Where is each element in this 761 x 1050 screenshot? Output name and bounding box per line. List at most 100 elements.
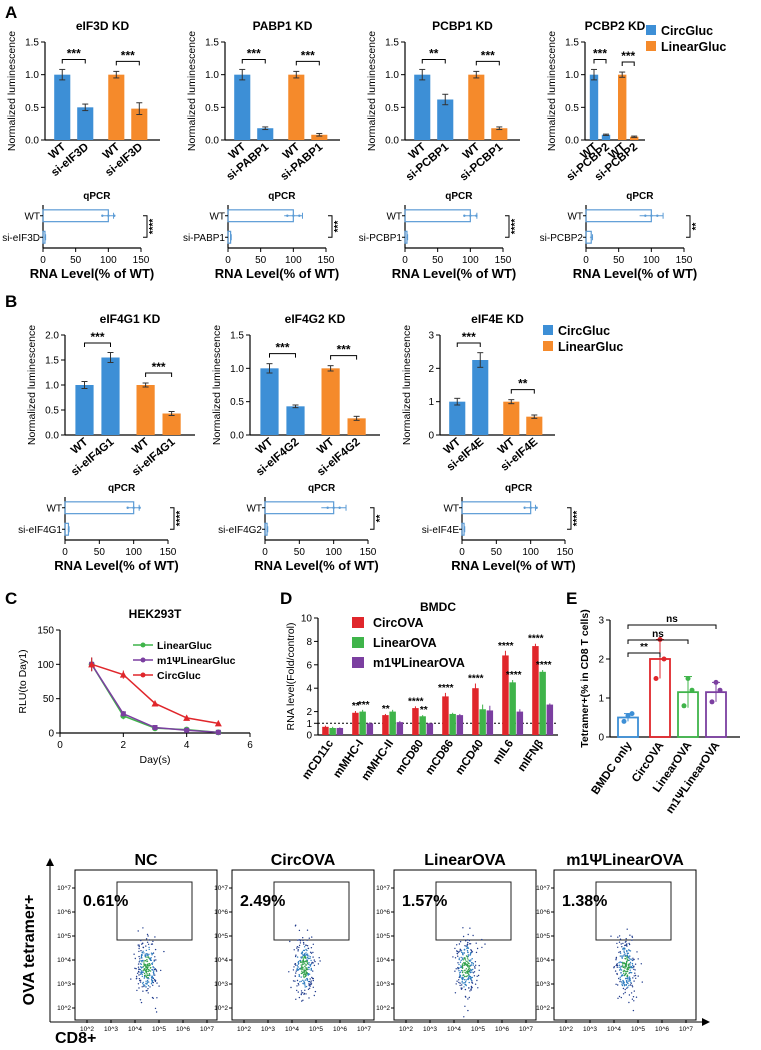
event-dot: [625, 964, 628, 966]
event-dot: [467, 973, 470, 975]
event-dot: [142, 969, 144, 971]
event-dot: [629, 969, 631, 971]
event-dot: [475, 951, 478, 954]
event-dot: [623, 972, 625, 974]
event-dot: [141, 961, 143, 963]
event-dot: [302, 975, 305, 977]
event-dot: [472, 964, 475, 966]
event-dot: [631, 939, 633, 941]
chart-title: qPCR: [445, 191, 473, 202]
event-dot: [308, 955, 310, 957]
x-tick-label: 10^5: [471, 1026, 485, 1033]
event-dot: [637, 975, 639, 977]
bar: [437, 99, 454, 140]
event-dot: [301, 1000, 303, 1002]
event-dot: [314, 990, 317, 993]
significance-label: ****: [572, 511, 583, 527]
bar: [526, 416, 543, 435]
y-tick-label: WT: [209, 211, 225, 222]
event-dot: [148, 965, 150, 967]
chart-title: eIF4G2 KD: [285, 312, 346, 326]
event-dot: [478, 964, 480, 967]
event-dot: [302, 941, 305, 944]
y-tick-label: 10^4: [57, 957, 71, 964]
y-tick-label: 6: [306, 660, 312, 671]
event-dot: [623, 974, 626, 977]
event-dot: [140, 979, 142, 981]
significance-label: ***: [462, 330, 476, 344]
event-dot: [300, 960, 302, 963]
event-dot: [145, 954, 147, 957]
bar: [502, 655, 509, 735]
x-axis-label: RNA Level(% of WT): [54, 558, 178, 573]
x-tick-label: 150: [133, 255, 150, 266]
legend-swatch-linear: [543, 341, 553, 351]
y-tick-label: 0.5: [45, 406, 59, 417]
x-axis-label: RNA Level(% of WT): [451, 558, 575, 573]
event-dot: [145, 980, 147, 982]
bar: [136, 385, 155, 435]
panel-label-a: A: [5, 3, 17, 22]
event-dot: [156, 997, 158, 999]
data-point: [653, 676, 659, 681]
legend-label: CircGluc: [157, 670, 201, 682]
event-dot: [463, 979, 466, 981]
event-dot: [297, 968, 299, 971]
data-point: [535, 506, 538, 509]
event-dot: [465, 981, 467, 983]
chart-eIF3D: eIF3D KD Normalized luminescence 0.0 0.5 1.0…: [6, 19, 160, 179]
plot-frame: [553, 869, 697, 1021]
event-dot: [622, 963, 624, 965]
y-tick-label: 2: [306, 707, 312, 718]
event-dot: [616, 942, 618, 945]
x-tick-label: 10^3: [261, 1026, 275, 1033]
event-dot: [142, 966, 144, 968]
event-dot: [151, 981, 153, 983]
event-dot: [146, 941, 149, 943]
event-dot: [464, 982, 466, 984]
y-axis-label: Tetramer+(% in CD8 T cells): [579, 609, 591, 747]
plot-frame: [74, 869, 218, 1021]
event-dot: [308, 957, 310, 960]
event-dot: [145, 938, 148, 940]
y-tick-label: WT: [246, 503, 262, 514]
event-dot: [136, 989, 138, 992]
event-dot: [298, 944, 301, 947]
event-dot: [154, 974, 156, 976]
chart-title: eIF4G1 KD: [100, 312, 161, 326]
data-point: [132, 506, 135, 509]
event-dot: [148, 970, 150, 973]
event-dot: [626, 928, 628, 930]
event-dot: [307, 956, 309, 959]
y-axis-label: Normalized luminescence: [401, 325, 413, 445]
event-dot: [633, 965, 635, 967]
gate-percent: 2.49%: [240, 893, 285, 910]
event-dot: [624, 962, 626, 965]
event-dot: [467, 961, 469, 963]
x-tick-label: mCD11c: [300, 737, 336, 782]
event-dot: [152, 966, 154, 968]
event-dot: [293, 966, 295, 968]
event-dot: [463, 986, 465, 988]
y-tick-label: 1.5: [25, 38, 39, 49]
event-dot: [302, 958, 304, 960]
event-dot: [301, 966, 303, 969]
y-tick-label: 0: [306, 731, 312, 742]
event-dot: [303, 943, 305, 945]
event-dot: [146, 977, 148, 979]
chart-PCBP1: PCBP1 KD Normalized luminescence 0.0 0.5 1.0…: [366, 19, 520, 184]
x-tick-label: 10^7: [200, 1026, 214, 1033]
event-dot: [305, 964, 308, 966]
y-tick-label: 0.0: [565, 136, 579, 147]
event-dot: [147, 943, 150, 945]
event-dot: [619, 968, 622, 970]
event-dot: [311, 961, 313, 964]
event-dot: [465, 960, 467, 962]
event-dot: [148, 973, 151, 975]
event-dot: [151, 969, 153, 971]
event-dot: [631, 964, 634, 966]
event-dot: [458, 976, 460, 979]
event-dot: [619, 980, 621, 983]
